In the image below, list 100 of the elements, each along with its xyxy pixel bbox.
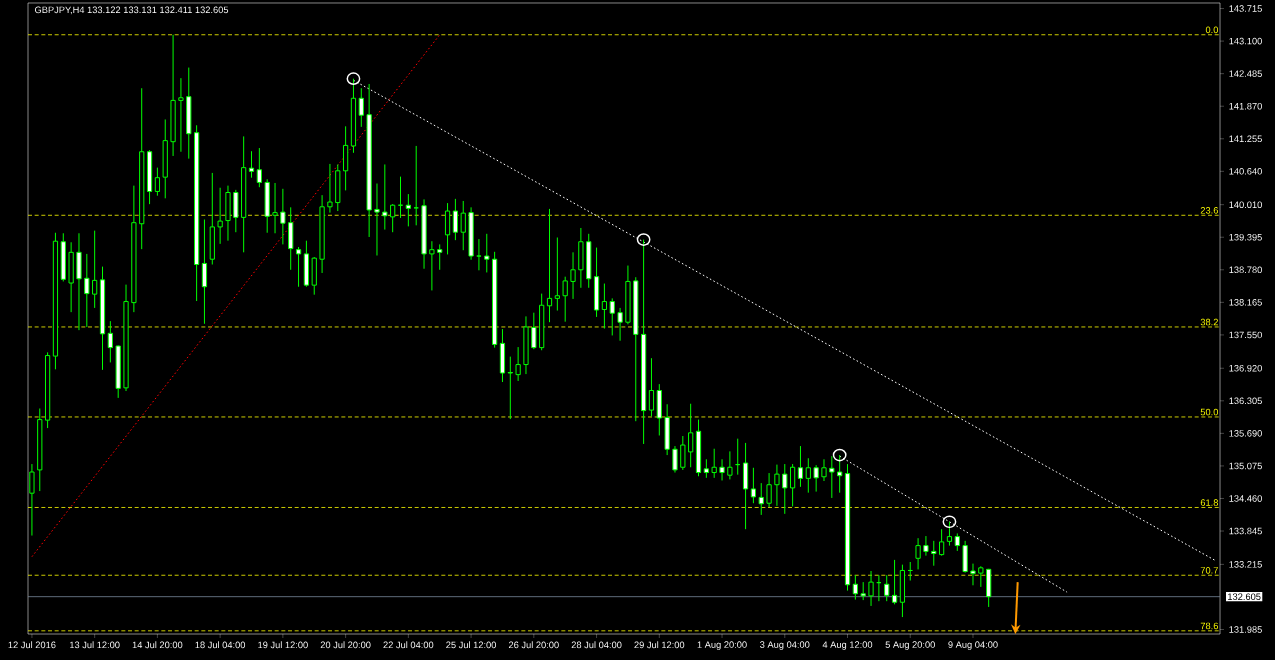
candlestick xyxy=(131,185,137,313)
candlestick xyxy=(390,204,396,233)
y-tick-label: 141.255 xyxy=(1229,135,1262,143)
annotation: 0.0 xyxy=(1205,26,1219,34)
y-tick-label: 140.010 xyxy=(1229,201,1262,208)
candlestick xyxy=(609,297,615,336)
candlestick xyxy=(374,183,380,256)
candlestick xyxy=(695,419,702,477)
y-tick-label: 135.075 xyxy=(1229,462,1262,470)
candlestick xyxy=(570,251,576,300)
y-tick-label: 133.845 xyxy=(1229,527,1262,535)
candlestick xyxy=(76,232,82,331)
candlestick xyxy=(68,241,74,313)
candlestick xyxy=(962,540,968,573)
y-tick-label: 136.920 xyxy=(1229,364,1262,372)
point xyxy=(832,448,847,462)
candlestick xyxy=(868,570,874,607)
x-tick-label: 22 Jul 04:00 xyxy=(383,641,434,649)
x-tick-label: 1 Aug 20:00 xyxy=(697,641,747,650)
candlestick xyxy=(884,574,890,602)
y-tick-label: 135.690 xyxy=(1229,430,1262,437)
candlestick xyxy=(939,528,945,556)
chart-title: GBPJPY,H4 133.122 133.131 132.411 132.605 xyxy=(34,6,229,15)
annotation: 78.6 xyxy=(1200,622,1218,630)
y-tick-label: 131.985 xyxy=(1229,626,1262,633)
candlestick xyxy=(319,194,325,274)
y-tick-label: 143.100 xyxy=(1229,37,1262,45)
candlestick xyxy=(139,87,145,250)
y-tick-label: 138.165 xyxy=(1229,299,1262,306)
candlestick xyxy=(821,458,827,482)
candlestick xyxy=(437,243,443,271)
x-tick-label: 3 Aug 04:00 xyxy=(760,641,810,650)
x-tick-label: 13 Jul 12:00 xyxy=(70,641,120,649)
candlestick xyxy=(217,187,223,245)
x-tick-label: 4 Aug 12:00 xyxy=(822,641,873,650)
candlestick xyxy=(915,537,921,570)
candlestick xyxy=(978,565,984,588)
x-tick-label: 9 Aug 04:00 xyxy=(948,641,998,650)
candlestick xyxy=(178,77,184,153)
candlestick xyxy=(335,163,341,212)
candlestick xyxy=(931,540,937,567)
candlestick xyxy=(782,463,788,515)
candlestick xyxy=(711,448,717,479)
candlestick xyxy=(805,457,811,494)
y-tick-label: 134.460 xyxy=(1229,495,1262,502)
candlestick xyxy=(813,464,819,493)
candlestick xyxy=(899,564,906,618)
y-tick-label: 133.215 xyxy=(1229,561,1262,568)
candlestick xyxy=(295,246,302,288)
candlestick xyxy=(593,247,600,318)
y-tick-label: 143.715 xyxy=(1229,5,1262,12)
y-tick-label: 136.305 xyxy=(1229,397,1262,405)
x-tick-label: 26 Jul 20:00 xyxy=(508,641,559,649)
candlestick xyxy=(578,227,584,289)
candlestick xyxy=(586,233,592,289)
x-tick-label: 29 Jul 12:00 xyxy=(634,641,685,649)
annotation: 23.6 xyxy=(1200,207,1218,214)
candlestick xyxy=(554,237,560,312)
candlestick xyxy=(484,233,490,273)
candlestick xyxy=(852,574,858,601)
candlestick xyxy=(248,150,255,179)
x-tick-label: 25 Jul 12:00 xyxy=(446,641,497,649)
candlestick xyxy=(719,458,725,481)
candlestick xyxy=(546,208,553,323)
point xyxy=(636,233,651,246)
candlestick xyxy=(288,206,294,271)
annotation: 38.2 xyxy=(1200,318,1218,326)
candlestick xyxy=(256,147,262,188)
y-tick-label: 141.870 xyxy=(1229,102,1262,110)
candlestick xyxy=(264,178,270,234)
candlestick xyxy=(970,563,976,586)
candlestick xyxy=(476,238,482,271)
candlestick xyxy=(688,403,694,468)
candlestick xyxy=(413,145,419,226)
candlestick xyxy=(515,346,521,382)
candlestick xyxy=(146,149,153,205)
candlestick xyxy=(201,219,208,325)
candlestick xyxy=(280,188,286,245)
candlestick xyxy=(366,83,372,238)
candlestick xyxy=(672,445,678,474)
candlestick xyxy=(954,532,960,552)
candlestick xyxy=(703,458,709,479)
candlestick xyxy=(625,265,631,325)
candlestick xyxy=(617,307,623,342)
candlestick xyxy=(29,463,35,537)
candlestick xyxy=(562,276,568,323)
candlestick xyxy=(421,198,427,270)
candlestick xyxy=(37,407,43,492)
candlestick xyxy=(891,559,898,605)
candlestick xyxy=(233,189,239,233)
point xyxy=(942,515,957,529)
candlestick xyxy=(342,125,349,191)
candlestick xyxy=(193,124,200,302)
annotation: 50.0 xyxy=(1200,408,1219,416)
candlestick xyxy=(507,356,513,420)
x-tick-label: 5 Aug 20:00 xyxy=(885,641,935,650)
candlestick xyxy=(186,67,192,160)
annotation: 70.7 xyxy=(1200,567,1218,574)
candlestick xyxy=(99,266,106,371)
x-tick-label: 14 Jul 20:00 xyxy=(132,641,183,649)
